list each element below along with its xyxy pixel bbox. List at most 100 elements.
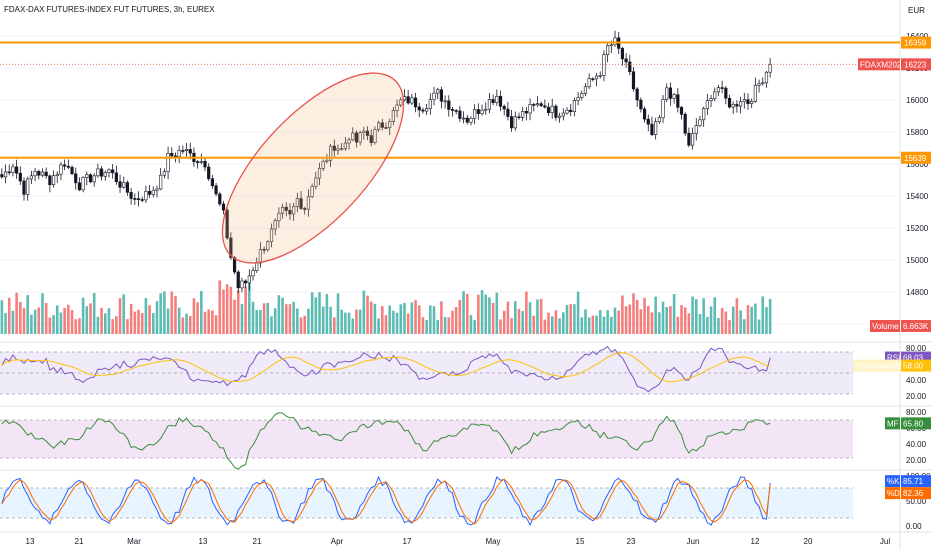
volume-bar bbox=[33, 309, 37, 334]
candle-body bbox=[306, 196, 311, 210]
volume-bar bbox=[377, 318, 380, 334]
candle-body bbox=[679, 107, 684, 115]
volume-bar bbox=[477, 294, 480, 334]
candle-body bbox=[22, 180, 26, 195]
candle-body bbox=[55, 173, 59, 176]
volume-bar bbox=[565, 305, 569, 334]
candle-body bbox=[96, 168, 100, 177]
candle-body bbox=[657, 117, 661, 123]
candle-body bbox=[720, 87, 724, 89]
candle-body bbox=[513, 116, 517, 129]
volume-bar bbox=[669, 306, 672, 334]
volume-bar bbox=[288, 304, 292, 334]
candle-body bbox=[406, 96, 410, 104]
volume-bar bbox=[85, 306, 89, 334]
volume-bar bbox=[284, 304, 288, 334]
stoch-d-value-tag-label: 82.36 bbox=[903, 489, 924, 498]
chart-title: FDAX-DAX FUTURES-INDEX FUT FUTURES, 3h, … bbox=[4, 5, 215, 14]
mf-name-tag bbox=[885, 417, 900, 430]
price-tick-label: 14800 bbox=[906, 288, 929, 297]
volume-bar bbox=[591, 315, 595, 334]
candle-body bbox=[162, 171, 166, 176]
support-resistance-levels: 16359 15639 bbox=[0, 36, 931, 164]
candle-body bbox=[11, 166, 15, 173]
candle-body bbox=[687, 132, 691, 146]
volume-bar bbox=[63, 307, 66, 334]
candle-body bbox=[727, 97, 732, 108]
volume-value-tag bbox=[901, 320, 931, 332]
candle-body bbox=[694, 125, 698, 134]
candle-body bbox=[66, 165, 70, 168]
volume-bar bbox=[539, 298, 543, 334]
price-axis: 1640016200160001580015600154001520015000… bbox=[0, 32, 929, 329]
volume-bar bbox=[30, 314, 33, 334]
ellipse-annotation[interactable] bbox=[192, 44, 433, 292]
stoch-d-name-tag bbox=[885, 487, 900, 500]
candle-body bbox=[528, 104, 532, 114]
volume-bar bbox=[746, 305, 750, 334]
candle-body bbox=[258, 248, 263, 264]
volume-bar bbox=[639, 309, 643, 334]
candle-body bbox=[454, 110, 458, 112]
volume-bar bbox=[151, 313, 155, 334]
candle-body bbox=[347, 139, 351, 144]
volume-bar bbox=[406, 313, 410, 334]
volume-bar bbox=[222, 289, 225, 334]
candle-body bbox=[118, 181, 122, 188]
volume-bar bbox=[126, 319, 129, 334]
volume-bar bbox=[584, 309, 587, 334]
stoch-k-name-tag-label: %K bbox=[887, 477, 900, 486]
volume-bar bbox=[602, 316, 606, 334]
volume-bar bbox=[724, 311, 728, 334]
volume-bar bbox=[598, 310, 602, 334]
volume-bar bbox=[621, 295, 624, 334]
time-tick-label: Jun bbox=[687, 537, 700, 546]
candle-body bbox=[558, 115, 562, 118]
candle-body bbox=[317, 168, 322, 179]
candle-body bbox=[74, 173, 78, 184]
volume-bar bbox=[281, 297, 284, 334]
volume-bar bbox=[661, 301, 665, 334]
candle-body bbox=[207, 166, 211, 179]
candle-body bbox=[354, 132, 359, 143]
volume-bar bbox=[573, 304, 576, 334]
candle-body bbox=[299, 198, 303, 209]
candle-body bbox=[565, 109, 569, 114]
mf-name-tag-label: MF bbox=[887, 419, 899, 428]
volume-bar bbox=[251, 301, 255, 334]
volume-bar bbox=[617, 310, 621, 334]
time-tick-label: 23 bbox=[627, 537, 636, 546]
volume-bar bbox=[395, 312, 399, 334]
candle-body bbox=[225, 209, 229, 239]
candle-body bbox=[594, 75, 599, 80]
stoch-tick-label: 50.00 bbox=[906, 497, 927, 506]
candle-body bbox=[447, 100, 451, 110]
candle-body bbox=[26, 178, 30, 195]
volume-bar bbox=[717, 317, 720, 334]
last-price-label: 16223 bbox=[904, 60, 927, 69]
candle-body bbox=[29, 175, 33, 180]
candle-body bbox=[421, 109, 425, 112]
rsi-ma-line bbox=[1, 352, 771, 383]
volume-bar bbox=[96, 316, 100, 334]
volume-bar bbox=[7, 297, 11, 334]
volume-bar bbox=[321, 306, 325, 334]
rsi-line bbox=[1, 345, 771, 393]
candle-body bbox=[661, 99, 665, 118]
stoch-k-line bbox=[1, 475, 771, 527]
volume-bar bbox=[170, 291, 174, 334]
volume-bar bbox=[658, 312, 661, 334]
candle-body bbox=[572, 100, 576, 112]
candle-body bbox=[92, 175, 96, 183]
candle-body bbox=[221, 203, 226, 211]
price-tick-label: 15600 bbox=[906, 160, 929, 169]
volume-bar bbox=[262, 303, 266, 334]
candle-body bbox=[151, 189, 155, 195]
candle-body bbox=[587, 78, 591, 88]
volume-bar bbox=[137, 309, 140, 334]
volume-bar bbox=[240, 304, 244, 334]
volume-bar bbox=[229, 286, 233, 334]
candle-body bbox=[683, 113, 687, 134]
volume-bar bbox=[558, 318, 561, 334]
